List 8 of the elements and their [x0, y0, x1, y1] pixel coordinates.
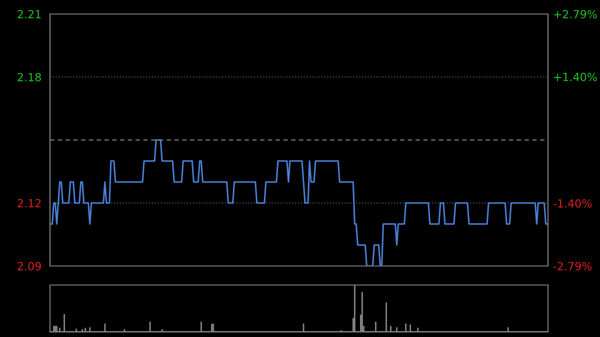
y-tick-label: 2.18 [18, 72, 41, 82]
y2-tick-label: +2.79% [554, 10, 597, 18]
y2-tick-label: +1.40% [554, 72, 597, 82]
y-tick-label: 2.12 [18, 198, 41, 208]
y2-tick-label: -2.79% [553, 262, 592, 270]
y-tick-label: 2.21 [18, 10, 41, 18]
y-tick-label: 2.09 [18, 262, 41, 270]
y2-tick-label: -1.40% [553, 199, 592, 208]
